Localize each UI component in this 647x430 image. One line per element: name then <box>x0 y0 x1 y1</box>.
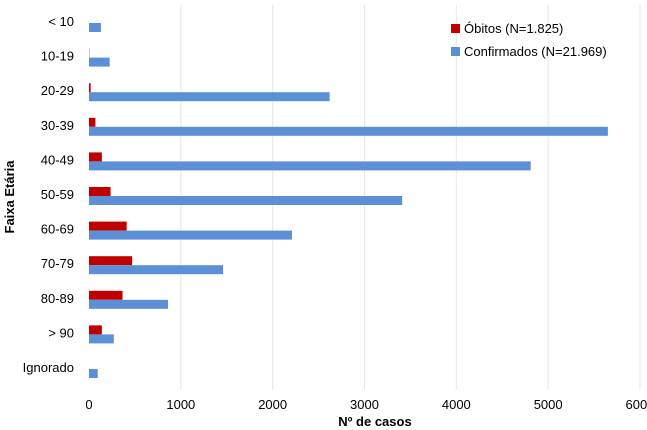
bar-confirmados <box>89 230 292 240</box>
legend-swatch-obitos <box>451 24 460 33</box>
y-tick-label: 10-19 <box>41 49 74 64</box>
bar-confirmados <box>89 299 168 309</box>
bar-obitos <box>89 187 111 196</box>
bar-confirmados <box>89 369 98 378</box>
bar-obitos <box>89 117 96 127</box>
x-tick-label: 6000 <box>626 397 647 412</box>
y-tick-label: > 90 <box>48 325 74 340</box>
bar-confirmados <box>89 57 110 67</box>
bar-confirmados <box>89 196 403 205</box>
x-tick-label: 1000 <box>166 397 195 412</box>
y-tick-label: 50-59 <box>41 187 74 202</box>
y-tick-label: 20-29 <box>41 83 74 98</box>
bar-obitos <box>89 152 102 162</box>
bar-obitos <box>89 290 123 300</box>
y-tick-label: < 10 <box>48 14 74 29</box>
bar-confirmados <box>89 161 531 171</box>
bars <box>89 23 608 378</box>
bar-obitos <box>89 221 127 231</box>
y-tick-label: 70-79 <box>41 256 74 271</box>
y-axis-title: Faixa Etária <box>2 160 17 234</box>
bar-obitos <box>89 256 133 266</box>
x-tick-label: 2000 <box>258 397 287 412</box>
y-tick-labels: < 10 10-19 20-29 30-39 40-49 50-59 60-69 70-79 8… <box>23 14 74 375</box>
bar-obitos <box>89 83 91 93</box>
x-tick-label: 5000 <box>534 397 563 412</box>
bar-confirmados <box>89 126 608 136</box>
y-tick-label: Ignorado <box>23 360 74 375</box>
legend-swatch-confirmados <box>451 47 460 56</box>
y-tick-label: 30-39 <box>41 118 74 133</box>
x-tick-labels: 0 1000 2000 3000 4000 5000 6000 <box>85 397 647 412</box>
y-tick-label: 80-89 <box>41 291 74 306</box>
x-axis-title: Nº de casos <box>338 414 411 429</box>
bar-confirmados <box>89 23 101 32</box>
x-tick-label: 3000 <box>350 397 379 412</box>
legend: Óbitos (N=1.825) Confirmados (N=21.969) <box>451 21 607 59</box>
bar-confirmados <box>89 334 114 344</box>
x-tick-label: 0 <box>85 397 92 412</box>
x-tick-label: 4000 <box>442 397 471 412</box>
y-tick-label: 40-49 <box>41 152 74 167</box>
bar-confirmados <box>89 92 330 102</box>
bar-confirmados <box>89 265 224 275</box>
legend-label-obitos: Óbitos (N=1.825) <box>464 21 563 36</box>
y-tick-label: 60-69 <box>41 222 74 237</box>
bar-obitos <box>89 325 102 335</box>
legend-label-confirmados: Confirmados (N=21.969) <box>464 44 607 59</box>
